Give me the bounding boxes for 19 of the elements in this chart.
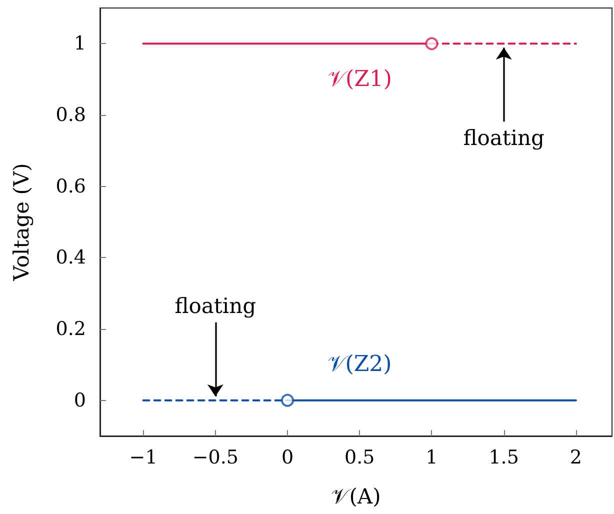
- x-tick-label: −1: [129, 446, 158, 468]
- y-tick-label: 0.6: [56, 175, 86, 198]
- y-axis-title: Voltage (V): [10, 163, 34, 282]
- y-tick-label: 0.8: [56, 104, 86, 126]
- x-axis-title: 𝒱(A): [331, 484, 381, 508]
- series-label: 𝒱(Z2): [327, 352, 392, 377]
- y-tick-label: 0.2: [56, 318, 86, 340]
- y-tick-label: 0: [74, 389, 86, 412]
- annotation: floating: [463, 126, 544, 150]
- x-tick-label: −0.5: [192, 446, 238, 468]
- x-tick-label: 0.5: [344, 446, 375, 468]
- y-tick-label: 0.4: [56, 246, 86, 269]
- y-tick-label: 1: [74, 32, 86, 55]
- x-tick-label: 1: [426, 446, 438, 468]
- x-tick-label: 1.5: [488, 446, 519, 468]
- x-tick-label: 2: [570, 446, 582, 468]
- x-tick-label: 0: [281, 446, 294, 468]
- series-label: 𝒱(Z1): [327, 67, 392, 92]
- annotation: floating: [174, 294, 256, 318]
